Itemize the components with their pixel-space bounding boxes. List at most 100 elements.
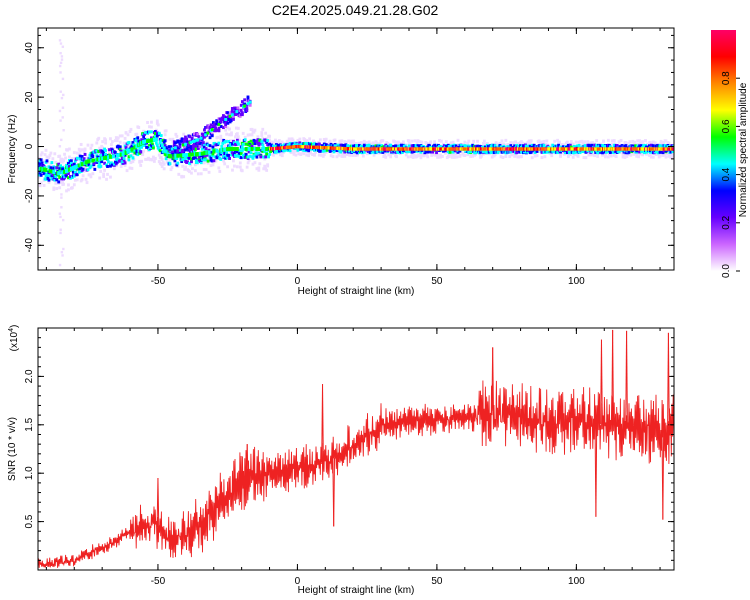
spectrogram-cell (61, 167, 65, 171)
spectrogram-cell (135, 144, 139, 149)
spectrogram-cell (304, 141, 308, 145)
spectrogram-cell (204, 158, 208, 162)
spectrogram-cell (370, 150, 374, 154)
spectrogram-cell (48, 174, 52, 178)
spectrogram-cell (196, 152, 200, 157)
spectrogram-cell (156, 146, 160, 150)
spectrogram-cell (182, 151, 186, 155)
spectrogram-cell (474, 151, 477, 155)
spectrogram-cell (255, 147, 259, 151)
spectrogram-cell (148, 130, 151, 134)
spectrogram-xlabel: Height of straight line (km) (298, 286, 415, 297)
spectrogram-cell (343, 145, 347, 149)
spectrogram-cell (517, 145, 520, 149)
spectrogram-cell (96, 157, 100, 162)
y-tick-label: 20 (24, 91, 35, 103)
spectrogram-cell (52, 170, 56, 175)
spectrogram-cell (87, 159, 91, 164)
spectrogram-cell (124, 151, 128, 156)
spectrogram-cell (608, 145, 612, 149)
spectrogram-cell (163, 144, 167, 148)
spectrogram-cell (638, 150, 642, 154)
spectrogram-cell (239, 152, 243, 156)
spectrogram-cell (313, 142, 316, 146)
spectrogram-cell (325, 148, 329, 152)
spectrogram-cell (175, 156, 179, 160)
spectrogram-cell (154, 137, 158, 142)
spectrogram-cell (49, 166, 53, 170)
spectrogram-cell (320, 144, 324, 148)
spectrogram-cell (164, 153, 168, 157)
spectrogram-cell (179, 153, 183, 158)
spectrogram-cell (241, 153, 245, 157)
spectrogram-heatmap (38, 39, 674, 267)
spectrogram-cell (260, 140, 264, 144)
spectrogram-cell (283, 148, 287, 152)
spectrogram-cell (88, 166, 92, 170)
spectrogram-cell (240, 146, 244, 150)
spectrogram-cell (77, 167, 81, 171)
spectrogram-cell (252, 138, 256, 142)
spectrogram-cell (229, 147, 233, 151)
spectrogram-cell (515, 151, 518, 155)
colorbar-gradient (711, 30, 736, 271)
spectrogram-cell (407, 144, 411, 148)
spectrogram-cell (464, 149, 468, 153)
spectrogram-cell (532, 143, 536, 147)
spectrogram-cell (188, 152, 192, 157)
spectrogram-cell (226, 156, 230, 160)
spectrogram-cell (669, 150, 673, 154)
spectrogram-cell (299, 143, 303, 147)
y-tick-label: 1.5 (24, 417, 35, 431)
spectrogram-cell (535, 149, 539, 153)
spectrogram-cell (39, 158, 43, 162)
spectrogram-cell (519, 144, 522, 148)
spectrogram-cell (153, 132, 157, 136)
spectrogram-cell (153, 130, 157, 134)
spectrogram-cell (426, 150, 430, 154)
spectrogram-cell (148, 138, 151, 143)
spectrogram-cell (143, 132, 147, 136)
spectrogram-cell (247, 140, 251, 144)
spectrogram-cell (593, 143, 597, 147)
spectrogram-cell (599, 144, 602, 148)
spectrogram-cell (235, 140, 239, 144)
y-tick-label: -20 (24, 188, 35, 203)
spectrogram-cell (267, 155, 271, 159)
spectrogram-cell (137, 149, 141, 153)
spectrogram-cell (671, 150, 674, 154)
x-tick-label: -50 (151, 576, 166, 587)
spectrogram-cell (53, 178, 57, 182)
spectrogram-cell (362, 150, 366, 154)
spectrogram-cell (55, 178, 59, 182)
spectrogram-cell (184, 155, 188, 159)
spectrogram-cell (139, 150, 143, 154)
spectrogram-cell (60, 177, 64, 181)
spectrogram-cell (167, 145, 171, 149)
spectrogram-cell (117, 153, 121, 158)
spectrogram-cell (449, 144, 453, 148)
spectrogram-cell (672, 147, 674, 151)
spectrogram-cell (303, 147, 307, 151)
spectrogram-cell (344, 143, 348, 147)
spectrogram-cell (584, 145, 588, 149)
spectrogram-cell (79, 167, 83, 171)
spectrogram-cell (151, 142, 154, 146)
spectrogram-cell (127, 141, 131, 145)
spectrogram-cell (305, 148, 309, 152)
spectrogram-cell (252, 154, 256, 158)
spectrogram-cell (169, 154, 173, 159)
spectrogram-cell (222, 138, 226, 142)
spectrogram-cell (57, 171, 61, 176)
spectrogram-cell (109, 164, 112, 168)
spectrogram-cell (149, 146, 152, 150)
spectrogram-cell (533, 150, 537, 154)
spectrogram-cell (38, 171, 42, 175)
spectrogram-cell (365, 144, 369, 148)
spectrogram-cell (568, 143, 572, 147)
spectrogram-cell (140, 138, 144, 142)
spectrogram-cell (155, 143, 159, 147)
spectrogram-cell (67, 161, 70, 165)
spectrogram-cell (468, 144, 472, 148)
spectrogram-cell (310, 147, 313, 151)
